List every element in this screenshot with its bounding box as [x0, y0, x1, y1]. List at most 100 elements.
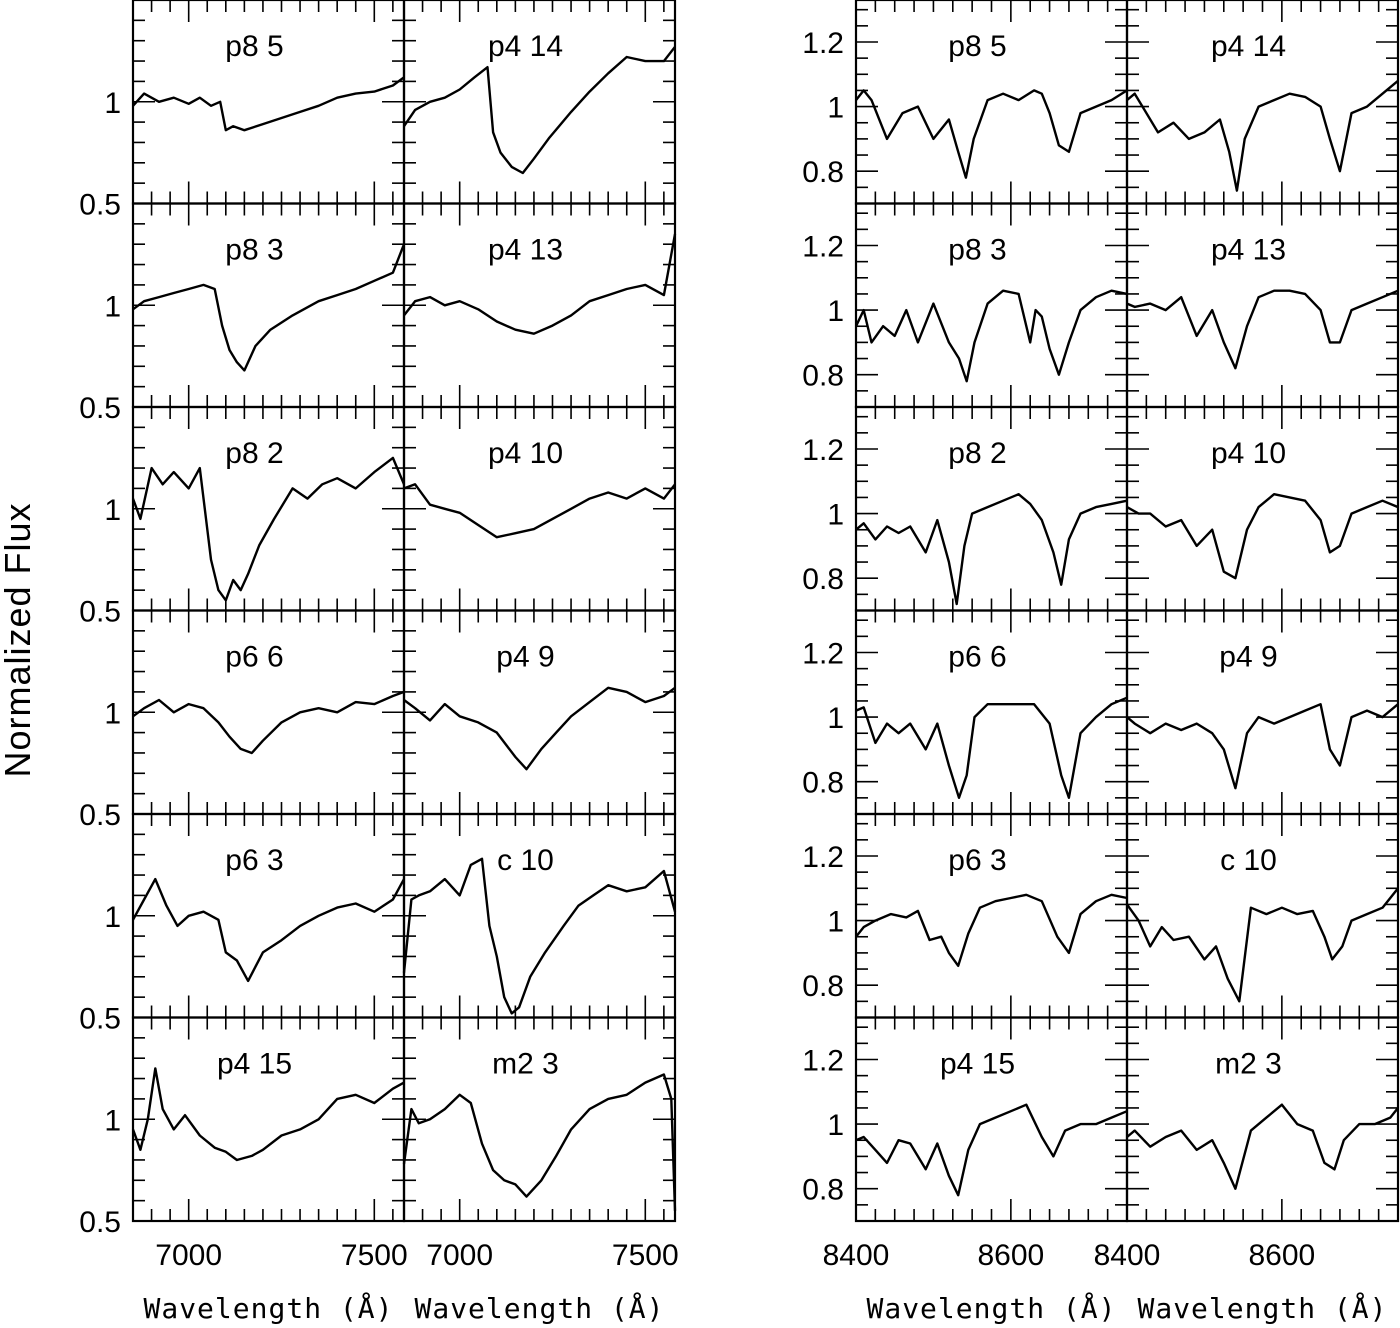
spectrum-line: [855, 89, 1128, 179]
y-tick-label: 1.2: [802, 1044, 844, 1077]
panel: 0.5 1 7000 7500 p4 15: [79, 1016, 408, 1272]
y-tick-label: 1.2: [802, 637, 844, 670]
y-tick-label: 1.2: [802, 841, 844, 874]
spectrum-line: [1126, 1103, 1399, 1190]
spectrum-line: [403, 483, 676, 539]
panel-label: p6 3: [948, 844, 1006, 877]
panel-label: p4 14: [1211, 30, 1286, 63]
panel-label: p8 2: [225, 437, 283, 470]
spectrum-line: [855, 493, 1128, 606]
x-tick-label: 7000: [155, 1239, 222, 1272]
panel-label: p4 13: [488, 234, 563, 267]
y-tick-label: 1: [827, 295, 844, 328]
spectrum-line: [402, 1073, 677, 1211]
spectrum-line: [403, 233, 677, 335]
y-tick-label: 1: [104, 901, 121, 934]
spectrum-line: [132, 690, 405, 755]
spectrum-line: [854, 289, 1128, 383]
y-tick-label: 1: [104, 1104, 121, 1137]
panel: 0.5 1 p6 6: [79, 609, 406, 832]
spectrum-line: [1126, 887, 1399, 1003]
panel-label: m2 3: [1215, 1048, 1282, 1081]
y-tick-label: 1: [827, 906, 844, 939]
panel-label: p6 6: [948, 641, 1006, 674]
y-tick-label: 1: [827, 702, 844, 735]
y-tick-label: 0.8: [802, 156, 844, 189]
y-tick-label: 0.5: [79, 392, 121, 425]
panel: 0.8 1 1.2 p8 3: [802, 202, 1129, 409]
y-tick-label: 0.8: [802, 767, 844, 800]
spectrum-line: [131, 1067, 405, 1162]
panel: 0.5 1 p8 2: [79, 405, 406, 629]
x-axis-label: Wavelength (Å): [143, 1291, 393, 1325]
y-tick-label: 1: [827, 1109, 844, 1142]
spectrum-line: [855, 696, 1128, 799]
spectrum-line: [132, 243, 406, 372]
panel: c 10: [1125, 812, 1400, 1019]
spectrum-line: [855, 1103, 1128, 1197]
x-tick-label: 7500: [341, 1239, 408, 1272]
panel-label: p4 14: [488, 30, 563, 63]
spectrum-line: [1126, 493, 1399, 580]
panel-label: p4 15: [940, 1048, 1015, 1081]
panel: 0.8 1 1.2 p6 3: [802, 812, 1129, 1019]
spectrum-line: [1126, 79, 1399, 192]
panel: 0.5 1 p8 5: [79, 0, 406, 222]
panel-label: p4 15: [217, 1048, 292, 1081]
panel-label: p4 10: [1211, 437, 1286, 470]
panel: p4 13: [402, 202, 677, 409]
y-tick-label: 1: [827, 92, 844, 125]
panel-label: p4 9: [1219, 641, 1277, 674]
panel: 7000 7500 m2 3: [402, 1016, 679, 1272]
panel: 0.5 1 p8 3: [79, 202, 406, 425]
panel: p4 10: [1125, 405, 1400, 612]
spectrum-line: [131, 456, 406, 602]
panel-label: c 10: [497, 844, 554, 877]
y-tick-label: 0.5: [79, 1206, 121, 1239]
right-chart: 0.8 1 1.2 p8 5 p4 14 0.8 1 1.2 p8 3 p4 13 0.8 1 1.2 p…: [802, 0, 1400, 1325]
y-tick-label: 1: [104, 87, 121, 120]
panel-label: p8 5: [225, 30, 283, 63]
panel: 0.8 1 1.2 8400 8600 p4 15: [802, 1016, 1129, 1272]
x-axis-label: Wavelength (Å): [1137, 1291, 1387, 1325]
x-tick-label: 7500: [612, 1239, 679, 1272]
x-tick-label: 8600: [977, 1239, 1044, 1272]
x-tick-label: 8600: [1248, 1239, 1315, 1272]
panel: 0.8 1 1.2 p8 5: [802, 0, 1129, 205]
panel: 0.8 1 1.2 p8 2: [802, 405, 1129, 612]
panel: p4 14: [1125, 0, 1400, 205]
panel: c 10: [402, 812, 677, 1019]
panel-label: p4 9: [496, 641, 554, 674]
panel: p4 13: [1125, 202, 1400, 409]
y-tick-label: 0.5: [79, 596, 121, 629]
panel: p4 9: [402, 609, 677, 816]
y-tick-label: 0.8: [802, 563, 844, 596]
x-tick-label: 7000: [426, 1239, 493, 1272]
y-tick-label: 1: [104, 697, 121, 730]
y-tick-label: 1.2: [802, 230, 844, 263]
panel-label: p8 3: [225, 234, 283, 267]
spectrum-line: [131, 877, 406, 983]
panel-label: p6 3: [225, 844, 283, 877]
y-tick-label: 1: [827, 499, 844, 532]
spectrum-line: [403, 46, 676, 175]
x-axis-label: Wavelength (Å): [866, 1291, 1116, 1325]
x-tick-label: 8400: [823, 1239, 890, 1272]
y-tick-label: 0.5: [79, 1003, 121, 1036]
left-chart: 0.5 1 p8 5 p4 14 0.5 1 p8 3 p4 13 0.5 1 p8 2 p4 10 0…: [79, 0, 679, 1325]
y-tick-label: 0.8: [802, 970, 844, 1003]
y-tick-label: 0.8: [802, 1174, 844, 1207]
x-tick-label: 8400: [1094, 1239, 1161, 1272]
y-tick-label: 1: [104, 494, 121, 527]
y-tick-label: 1.2: [802, 434, 844, 467]
y-tick-label: 0.8: [802, 360, 844, 393]
panel-label: p6 6: [225, 641, 283, 674]
y-tick-label: 0.5: [79, 799, 121, 832]
spectrum-line: [402, 857, 677, 1015]
panel: p4 9: [1125, 609, 1400, 816]
panel-label: p4 13: [1211, 234, 1286, 267]
panel-label: p8 3: [948, 234, 1006, 267]
panel: 8400 8600 m2 3: [1094, 1016, 1400, 1272]
